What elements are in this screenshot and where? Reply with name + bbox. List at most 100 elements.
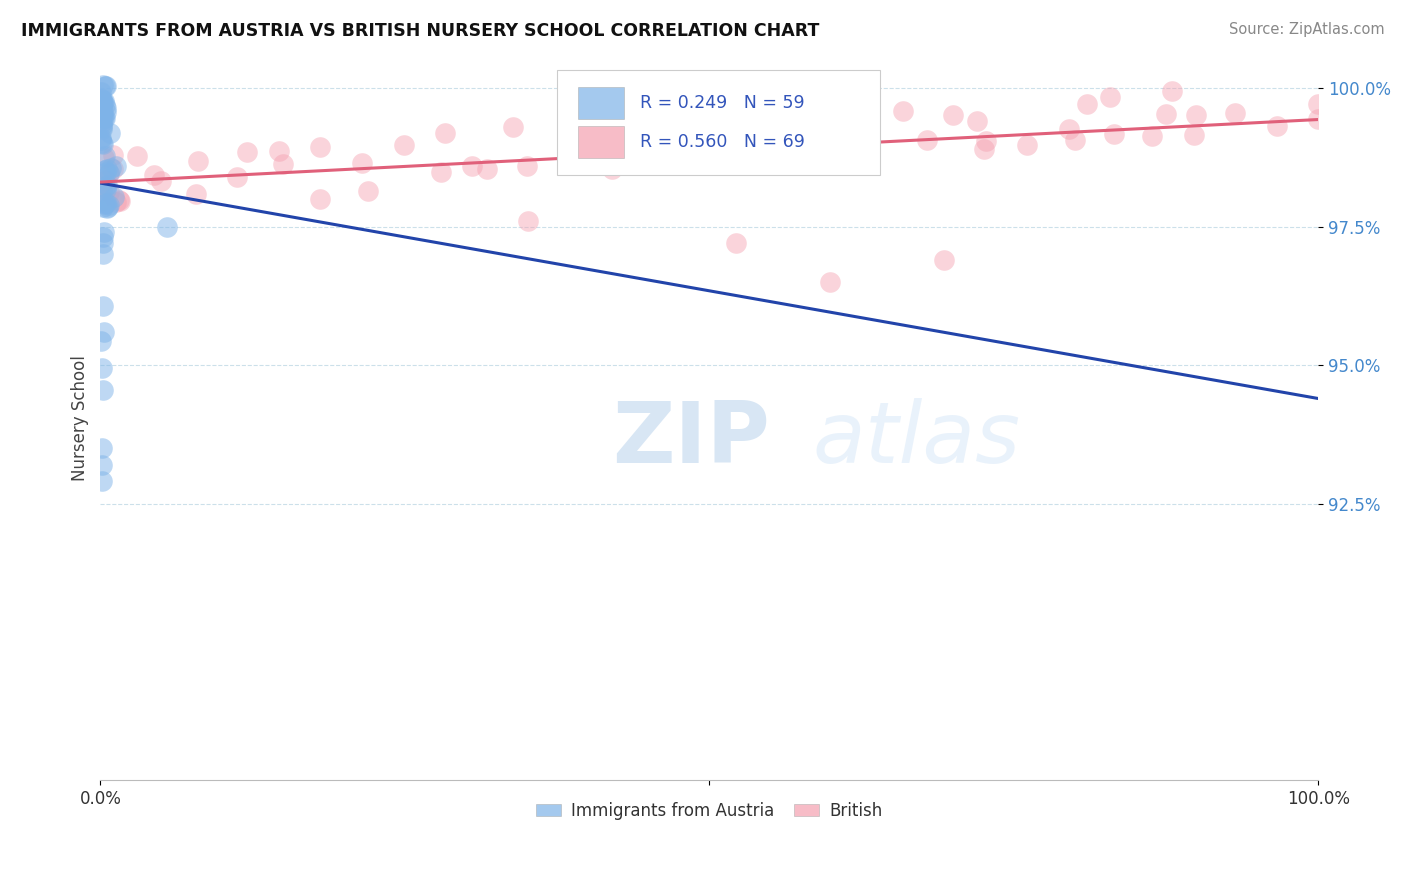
Point: [91, 236, 114, 251]
Point: [517, 214, 540, 228]
Point: [91, 230, 114, 244]
FancyBboxPatch shape: [578, 87, 624, 119]
Point: [90, 109, 112, 123]
Point: [475, 161, 498, 176]
Point: [1057, 121, 1080, 136]
Point: [942, 108, 965, 122]
Point: [93, 95, 115, 109]
Point: [96, 178, 118, 192]
Point: [600, 118, 623, 132]
FancyBboxPatch shape: [578, 126, 624, 158]
Point: [97, 185, 120, 199]
Point: [103, 189, 125, 203]
Point: [93, 136, 115, 151]
Point: [101, 148, 124, 162]
Point: [94, 149, 117, 163]
Point: [90, 133, 112, 147]
Point: [90, 103, 112, 118]
Point: [966, 114, 988, 128]
Point: [392, 138, 415, 153]
Point: [558, 122, 581, 136]
Point: [350, 156, 373, 170]
Point: [96, 104, 118, 119]
Point: [932, 252, 955, 267]
Point: [91, 193, 114, 207]
Point: [1265, 120, 1288, 134]
Point: [90, 92, 112, 106]
Point: [91, 111, 114, 125]
Point: [93, 151, 115, 165]
Point: [94, 196, 117, 211]
Point: [90, 458, 112, 472]
Point: [108, 194, 131, 209]
Point: [91, 190, 114, 204]
Point: [90, 122, 112, 136]
Point: [974, 134, 997, 148]
Point: [94, 98, 117, 112]
Point: [434, 126, 457, 140]
Point: [98, 166, 121, 180]
Text: R = 0.560   N = 69: R = 0.560 N = 69: [640, 133, 804, 151]
Point: [90, 360, 112, 375]
Point: [187, 153, 209, 168]
Point: [90, 334, 112, 348]
Point: [891, 103, 914, 118]
Point: [98, 198, 121, 212]
Text: Source: ZipAtlas.com: Source: ZipAtlas.com: [1229, 22, 1385, 37]
Point: [97, 200, 120, 214]
Point: [91, 246, 114, 260]
Text: atlas: atlas: [813, 398, 1021, 481]
Point: [849, 114, 872, 128]
Point: [143, 168, 166, 182]
Point: [1182, 128, 1205, 143]
Point: [725, 236, 748, 251]
Point: [267, 144, 290, 158]
Point: [184, 187, 207, 202]
Point: [820, 152, 842, 166]
Text: IMMIGRANTS FROM AUSTRIA VS BRITISH NURSERY SCHOOL CORRELATION CHART: IMMIGRANTS FROM AUSTRIA VS BRITISH NURSE…: [21, 22, 820, 40]
Point: [94, 182, 117, 196]
Point: [96, 173, 118, 187]
Point: [156, 219, 179, 234]
Point: [90, 475, 112, 489]
Point: [89, 85, 111, 99]
Point: [813, 121, 835, 136]
Point: [697, 112, 720, 126]
Point: [93, 174, 115, 188]
Point: [94, 163, 117, 178]
Point: [100, 161, 122, 176]
Point: [502, 120, 524, 134]
Point: [93, 225, 115, 239]
Point: [91, 183, 114, 197]
Point: [93, 112, 115, 126]
Point: [101, 161, 124, 176]
Point: [430, 165, 453, 179]
Point: [226, 169, 249, 184]
Point: [309, 192, 332, 206]
Point: [461, 160, 484, 174]
Point: [94, 111, 117, 125]
Point: [90, 98, 112, 112]
Point: [766, 110, 789, 124]
Point: [91, 118, 114, 132]
Point: [91, 299, 114, 313]
Point: [1308, 112, 1330, 126]
Point: [849, 99, 872, 113]
Point: [1099, 89, 1122, 103]
Point: [235, 145, 257, 160]
Point: [1017, 138, 1039, 153]
Point: [308, 140, 330, 154]
Point: [1063, 133, 1085, 147]
Point: [94, 78, 117, 93]
Point: [91, 201, 114, 215]
Point: [973, 142, 995, 156]
Point: [150, 173, 173, 187]
Point: [93, 104, 115, 119]
Point: [91, 383, 114, 397]
Point: [600, 161, 623, 176]
Point: [94, 79, 117, 94]
Point: [641, 154, 664, 169]
Point: [104, 159, 127, 173]
Point: [516, 159, 538, 173]
Point: [91, 95, 114, 109]
